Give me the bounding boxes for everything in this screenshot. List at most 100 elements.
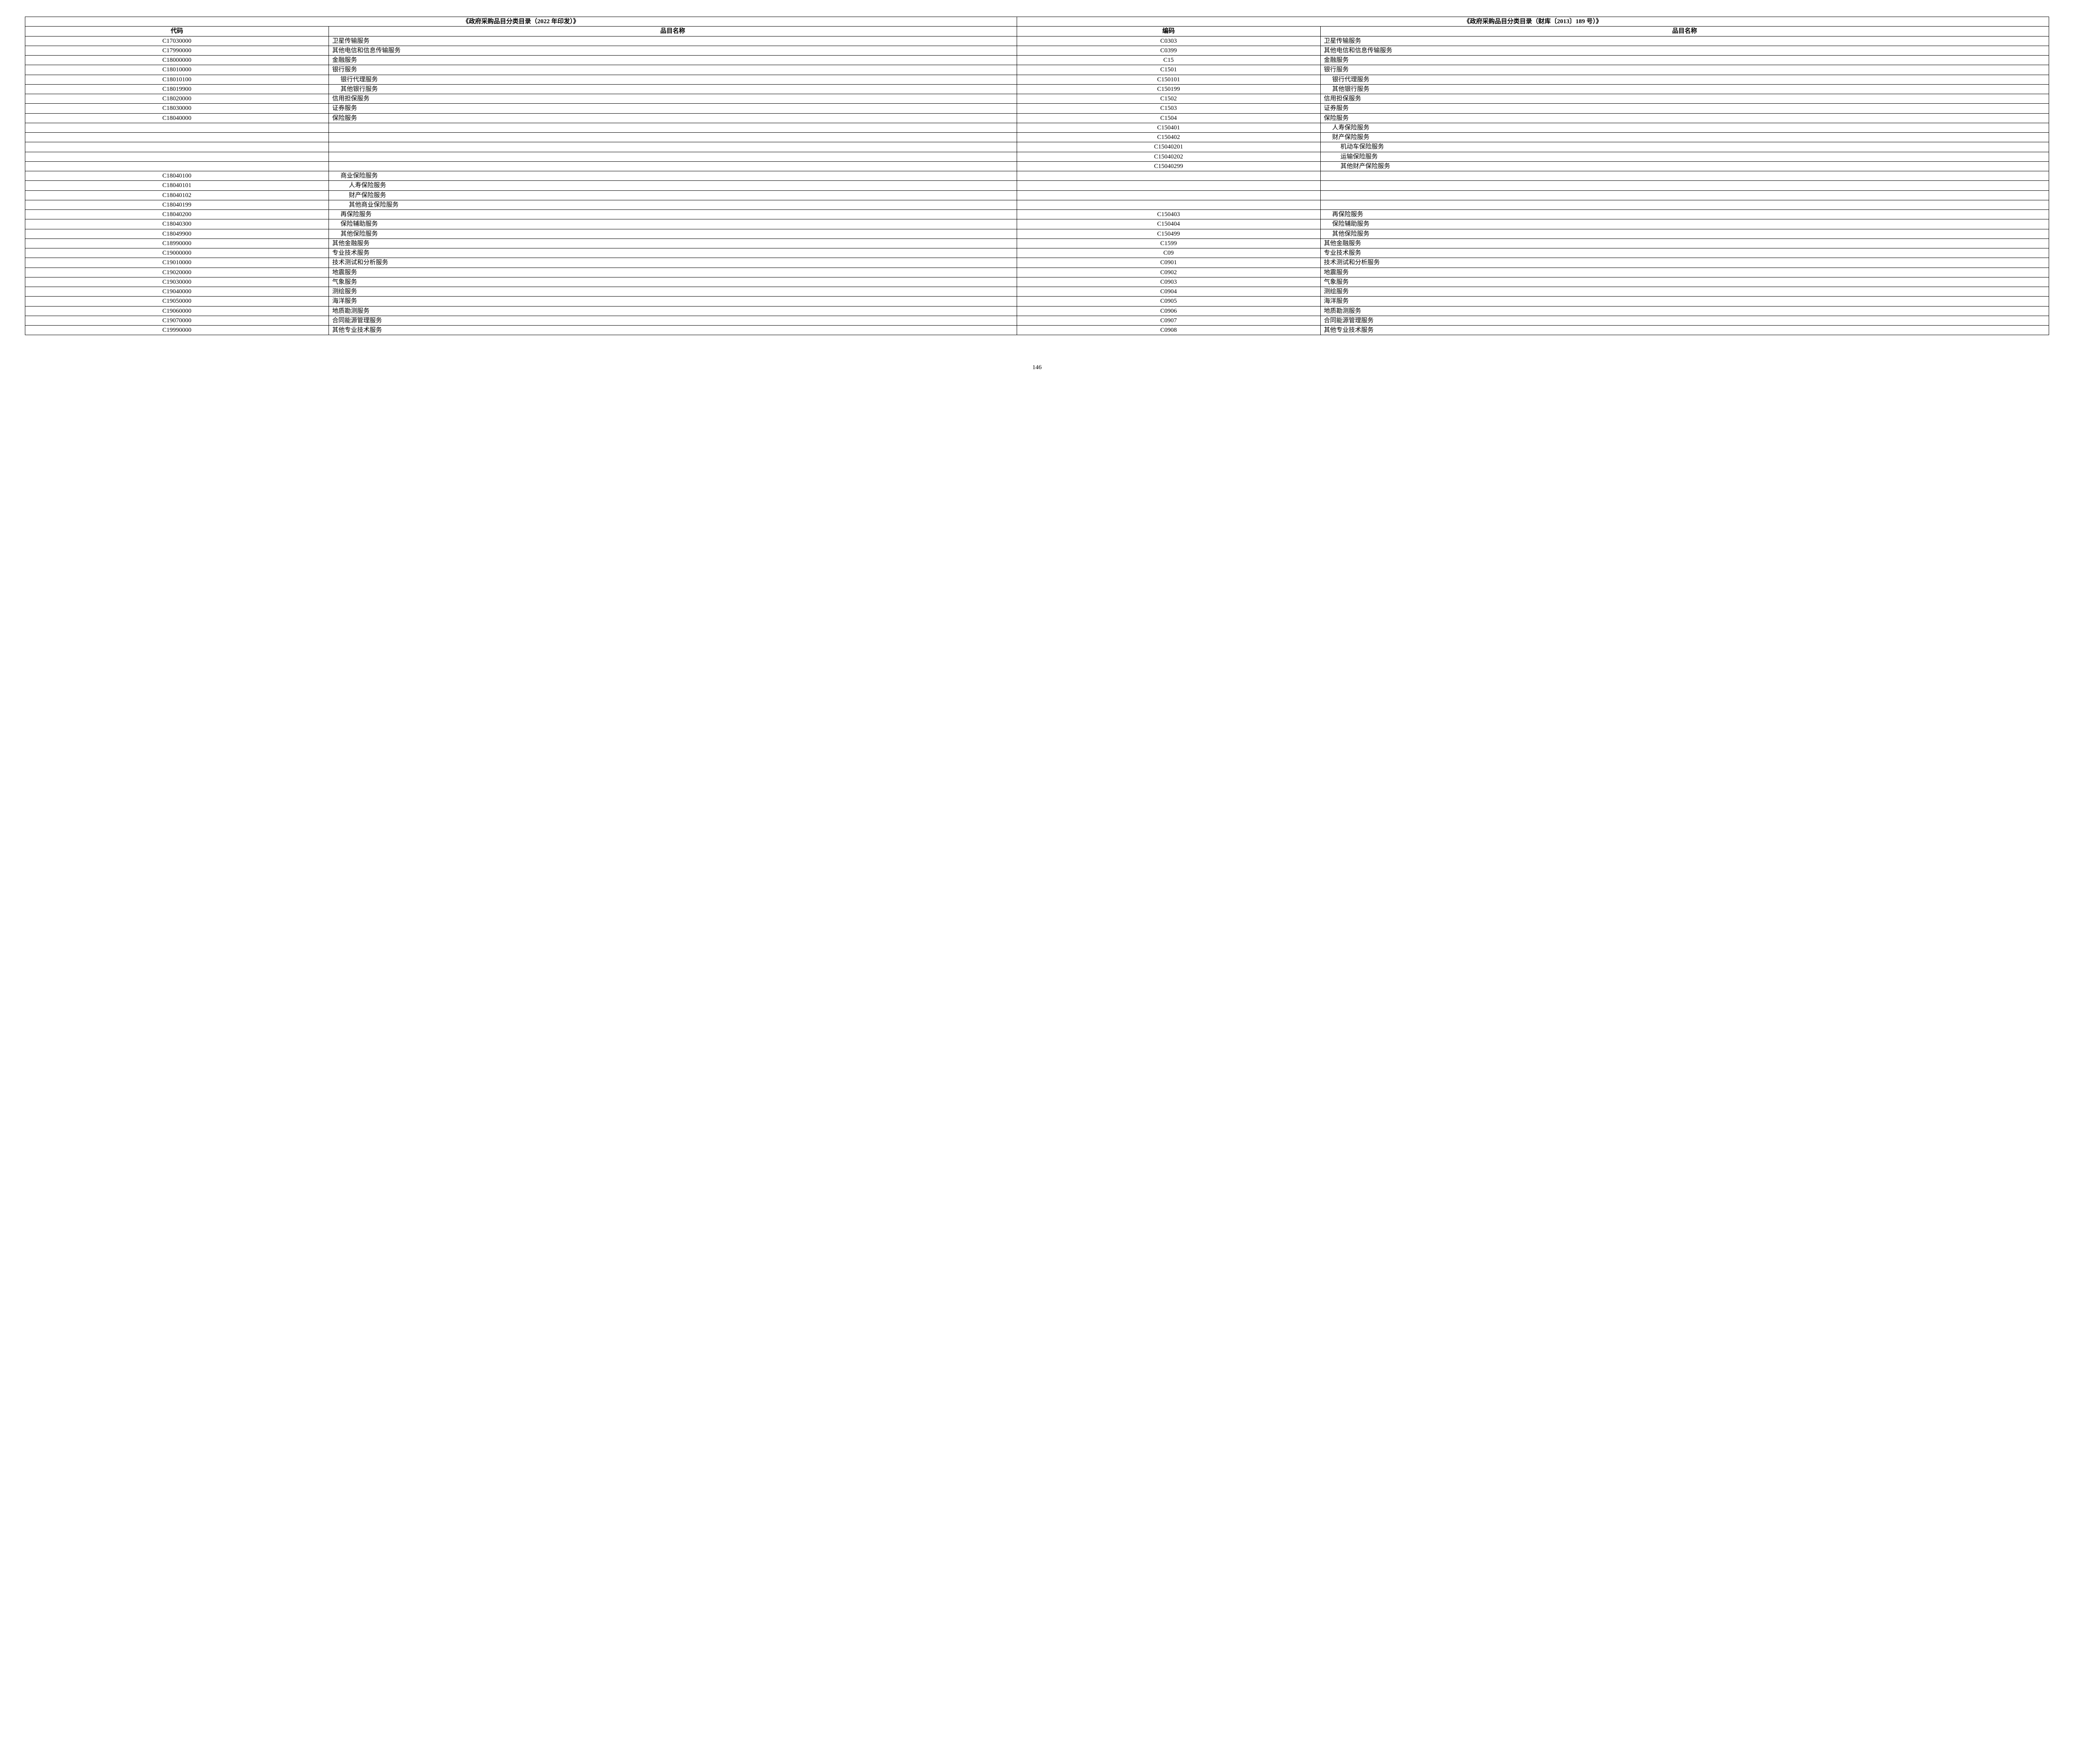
cell-code-right: C150401: [1017, 123, 1320, 132]
cell-code-left: C18040200: [25, 210, 329, 219]
cell-code-left: C18990000: [25, 238, 329, 248]
cell-code-left: C17030000: [25, 36, 329, 46]
cell-name-right: 再保险服务: [1320, 210, 2049, 219]
cell-code-right: C0902: [1017, 268, 1320, 277]
cell-code-right: C150199: [1017, 84, 1320, 94]
cell-name-right: 其他银行服务: [1320, 84, 2049, 94]
cell-code-left: C17990000: [25, 46, 329, 55]
cell-code-left: [25, 152, 329, 161]
table-row: C18040102财产保险服务: [25, 190, 2049, 200]
cell-code-left: C19050000: [25, 297, 329, 306]
cell-name-left: 其他电信和信息传输服务: [329, 46, 1017, 55]
table-row: C150402财产保险服务: [25, 133, 2049, 142]
table-row: C15040202运输保险服务: [25, 152, 2049, 161]
cell-code-right: C150101: [1017, 75, 1320, 84]
cell-code-right: C1503: [1017, 104, 1320, 113]
cell-name-right: 气象服务: [1320, 277, 2049, 287]
cell-name-left: 地震服务: [329, 268, 1017, 277]
cell-code-left: C19030000: [25, 277, 329, 287]
cell-name-left: 其他银行服务: [329, 84, 1017, 94]
cell-name-left: 技术测试和分析服务: [329, 258, 1017, 268]
cell-name-right: 其他财产保险服务: [1320, 161, 2049, 171]
table-row: C19000000专业技术服务C09专业技术服务: [25, 248, 2049, 258]
cell-code-left: C18020000: [25, 94, 329, 104]
cell-code-right: C0904: [1017, 287, 1320, 297]
cell-name-right: [1320, 190, 2049, 200]
cell-code-left: C18049900: [25, 229, 329, 238]
cell-name-left: 地质勘测服务: [329, 306, 1017, 316]
cell-code-left: [25, 123, 329, 132]
cell-name-left: 财产保险服务: [329, 190, 1017, 200]
cell-code-right: C0901: [1017, 258, 1320, 268]
cell-name-left: 合同能源管理服务: [329, 316, 1017, 325]
table-row: C18040199其他商业保险服务: [25, 200, 2049, 209]
cell-code-left: [25, 142, 329, 152]
cell-code-left: C18010000: [25, 65, 329, 75]
cell-name-left: 证券服务: [329, 104, 1017, 113]
cell-code-right: C150403: [1017, 210, 1320, 219]
cell-code-left: C18040100: [25, 171, 329, 181]
table-row: C18020000信用担保服务C1502信用担保服务: [25, 94, 2049, 104]
header-columns-row: 代码 品目名称 编码 品目名称: [25, 27, 2049, 36]
table-row: C19060000地质勘测服务C0906地质勘测服务: [25, 306, 2049, 316]
cell-code-left: [25, 161, 329, 171]
cell-code-right: C1501: [1017, 65, 1320, 75]
cell-name-right: 地震服务: [1320, 268, 2049, 277]
cell-name-right: 信用担保服务: [1320, 94, 2049, 104]
table-row: C17990000其他电信和信息传输服务C0399其他电信和信息传输服务: [25, 46, 2049, 55]
cell-name-left: 其他商业保险服务: [329, 200, 1017, 209]
cell-code-right: C15040201: [1017, 142, 1320, 152]
cell-code-right: C0905: [1017, 297, 1320, 306]
catalog-comparison-table: 《政府采购品目分类目录（2022 年印发）》 《政府采购品目分类目录（财库〔20…: [25, 17, 2049, 335]
cell-name-right: 证券服务: [1320, 104, 2049, 113]
cell-name-right: 技术测试和分析服务: [1320, 258, 2049, 268]
cell-name-left: [329, 133, 1017, 142]
cell-code-left: C19010000: [25, 258, 329, 268]
cell-name-left: 商业保险服务: [329, 171, 1017, 181]
cell-name-left: 银行代理服务: [329, 75, 1017, 84]
table-row: C15040201机动车保险服务: [25, 142, 2049, 152]
cell-name-left: 保险辅助服务: [329, 219, 1017, 229]
cell-code-right: C0903: [1017, 277, 1320, 287]
cell-code-right: C150404: [1017, 219, 1320, 229]
page-number: 146: [25, 364, 2049, 371]
cell-code-left: C18040199: [25, 200, 329, 209]
cell-code-right: C0907: [1017, 316, 1320, 325]
cell-code-left: C18040101: [25, 181, 329, 190]
table-row: C19040000测绘服务C0904测绘服务: [25, 287, 2049, 297]
cell-code-right: C1599: [1017, 238, 1320, 248]
table-row: C18990000其他金融服务C1599其他金融服务: [25, 238, 2049, 248]
header-group-left: 《政府采购品目分类目录（2022 年印发）》: [25, 17, 1017, 27]
cell-name-left: [329, 142, 1017, 152]
cell-code-left: C18040000: [25, 113, 329, 123]
cell-code-right: C1504: [1017, 113, 1320, 123]
table-row: C18019900其他银行服务C150199其他银行服务: [25, 84, 2049, 94]
table-row: C19070000合同能源管理服务C0907合同能源管理服务: [25, 316, 2049, 325]
cell-name-left: 专业技术服务: [329, 248, 1017, 258]
table-row: C18040200再保险服务C150403再保险服务: [25, 210, 2049, 219]
cell-name-right: 卫星传输服务: [1320, 36, 2049, 46]
cell-name-right: 保险辅助服务: [1320, 219, 2049, 229]
cell-code-left: C18040300: [25, 219, 329, 229]
cell-name-right: 银行代理服务: [1320, 75, 2049, 84]
col-header-code-right: 编码: [1017, 27, 1320, 36]
cell-name-left: 其他金融服务: [329, 238, 1017, 248]
table-row: C19010000技术测试和分析服务C0901技术测试和分析服务: [25, 258, 2049, 268]
cell-name-right: 保险服务: [1320, 113, 2049, 123]
col-header-name-left: 品目名称: [329, 27, 1017, 36]
cell-name-left: 气象服务: [329, 277, 1017, 287]
table-row: C19990000其他专业技术服务C0908其他专业技术服务: [25, 326, 2049, 335]
cell-name-right: 运输保险服务: [1320, 152, 2049, 161]
table-row: C150401人寿保险服务: [25, 123, 2049, 132]
cell-name-left: 金融服务: [329, 56, 1017, 65]
cell-code-right: C150402: [1017, 133, 1320, 142]
cell-code-left: C19000000: [25, 248, 329, 258]
table-row: C18030000证券服务C1503证券服务: [25, 104, 2049, 113]
cell-code-right: [1017, 181, 1320, 190]
table-row: C18000000金融服务C15金融服务: [25, 56, 2049, 65]
cell-name-right: 合同能源管理服务: [1320, 316, 2049, 325]
cell-name-left: 信用担保服务: [329, 94, 1017, 104]
cell-name-right: 地质勘测服务: [1320, 306, 2049, 316]
cell-code-left: C18010100: [25, 75, 329, 84]
cell-code-right: C0906: [1017, 306, 1320, 316]
